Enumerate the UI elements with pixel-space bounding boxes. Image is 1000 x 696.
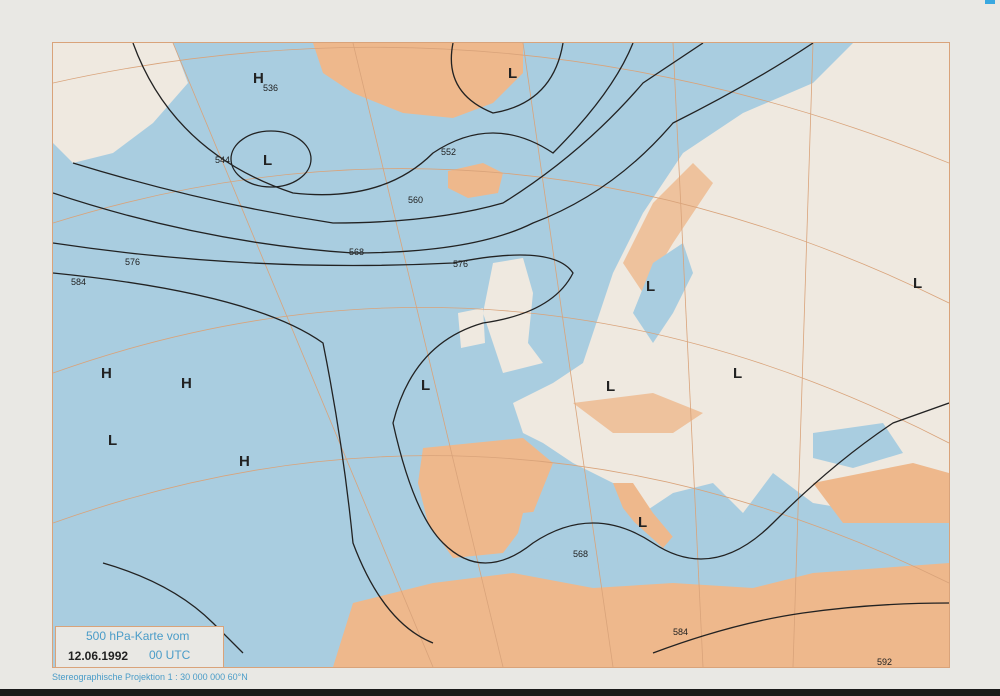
contour-552 (132, 43, 634, 196)
land-iceland (448, 163, 503, 198)
pressure-systems: H H H H L L L L L L L L L (101, 65, 922, 531)
map-date: 12.06.1992 (68, 649, 129, 663)
high-center: H (101, 365, 112, 382)
contour-576 (53, 242, 949, 564)
land-canada (53, 43, 188, 163)
land-scandes (623, 163, 713, 293)
map-legend-box: 500 hPa-Karte vom 12.06.1992 00 UTC (55, 626, 224, 668)
low-center: L (913, 275, 922, 292)
scan-corner-mark (985, 0, 995, 4)
contour-label: 576 (125, 257, 140, 267)
contour-label: 544 (215, 155, 230, 165)
high-center: H (239, 453, 250, 470)
contour-label: 552 (441, 147, 456, 157)
low-center: L (638, 514, 647, 531)
contour-label: 576 (453, 259, 468, 269)
weather-map[interactable]: 536 544 552 560 568 576 584 592 576 568 … (52, 42, 950, 668)
low-center: L (421, 377, 430, 394)
high-center: H (253, 70, 264, 87)
high-center: H (181, 375, 192, 392)
contour-label: 560 (408, 195, 423, 205)
contour-label: 568 (573, 549, 588, 559)
contour-labels: 536 544 552 560 568 576 584 592 576 568 … (71, 83, 892, 667)
sea-mediterranean (513, 503, 853, 578)
low-center: L (263, 152, 272, 169)
contour-568 (53, 43, 814, 254)
map-canvas: 536 544 552 560 568 576 584 592 576 568 … (53, 43, 949, 667)
land-greenland (313, 43, 523, 118)
contour-536 (450, 43, 564, 114)
low-center: L (508, 65, 517, 82)
contour-592 (102, 562, 244, 654)
land-uk (483, 258, 543, 373)
map-title: 500 hPa-Karte vom (86, 629, 190, 643)
contour-560 (72, 43, 704, 224)
sea-black (813, 423, 903, 468)
contour-label: 584 (71, 277, 86, 287)
projection-note: Stereographische Projektion 1 : 30 000 0… (52, 672, 248, 682)
land-ireland (458, 308, 485, 348)
contour-584 (53, 272, 434, 644)
low-center: L (108, 432, 117, 449)
land-turkey (813, 463, 949, 523)
map-time: 00 UTC (149, 648, 191, 662)
low-center: L (646, 278, 655, 295)
land-masses (53, 43, 949, 667)
contour-label: 592 (877, 657, 892, 667)
land-alps (573, 393, 703, 433)
contour-label: 568 (349, 247, 364, 257)
contour-label: 584 (673, 627, 688, 637)
contour-544 (230, 130, 312, 188)
scan-border (0, 689, 1000, 696)
low-center: L (606, 378, 615, 395)
land-africa (333, 563, 949, 667)
isohypses (53, 43, 949, 654)
contour-586 (652, 602, 949, 654)
contour-label: 536 (263, 83, 278, 93)
low-center: L (733, 365, 742, 382)
land-italy (613, 483, 678, 553)
sea-baltic (633, 243, 693, 343)
